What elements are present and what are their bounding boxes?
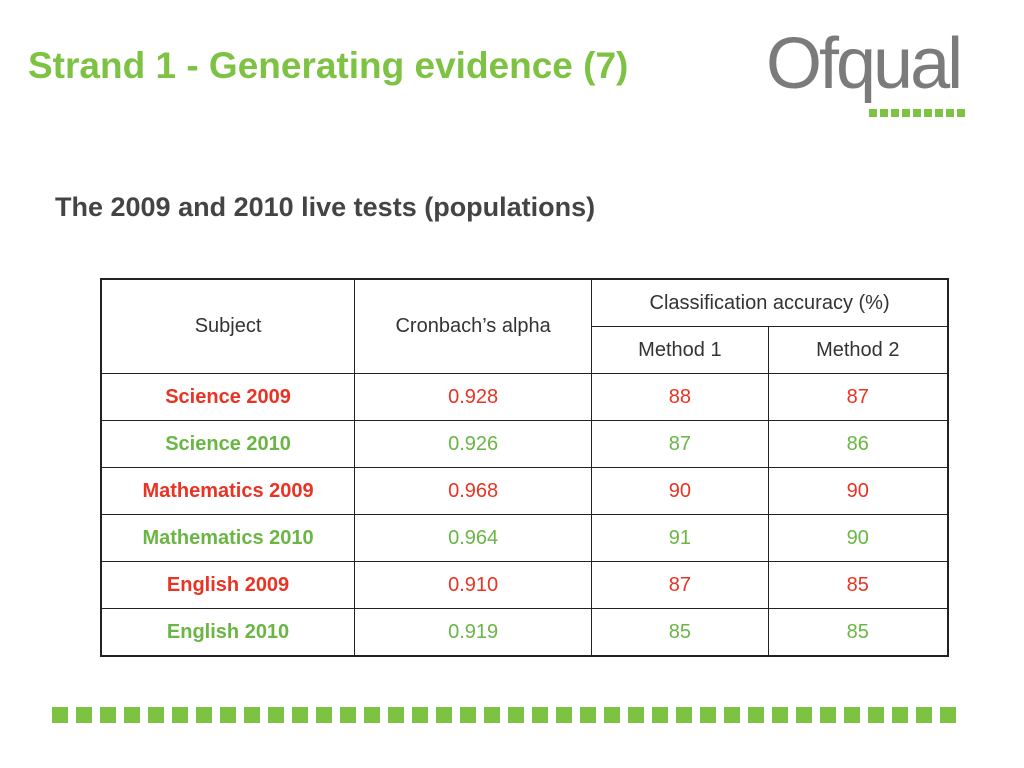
logo-dotted-underline	[869, 109, 965, 117]
footer-square	[580, 707, 596, 723]
subject-cell: Science 2010	[100, 420, 356, 468]
subject-cell: Mathematics 2010	[100, 514, 356, 562]
footer-square	[388, 707, 404, 723]
reliability-table: Subject Cronbach’s alpha Classification …	[100, 278, 949, 657]
decorative-dotted-footer	[52, 707, 956, 723]
footer-square	[76, 707, 92, 723]
method-2-cell: 87	[767, 373, 949, 421]
slide-title: Strand 1 - Generating evidence (7)	[28, 45, 629, 86]
subject-cell: English 2010	[100, 608, 356, 657]
table-row: English 2010 0.919 85 85	[100, 608, 949, 657]
method-2-cell: 90	[767, 467, 949, 515]
method-2-cell: 86	[767, 420, 949, 468]
footer-square	[436, 707, 452, 723]
method-1-cell: 91	[591, 514, 769, 562]
subject-cell: Science 2009	[100, 373, 356, 421]
method-2-cell: 90	[767, 514, 949, 562]
table-row: Mathematics 2009 0.968 90 90	[100, 467, 949, 515]
footer-square	[556, 707, 572, 723]
method-1-cell: 88	[591, 373, 769, 421]
footer-square	[364, 707, 380, 723]
header-method-1: Method 1	[591, 326, 769, 374]
method-2-cell: 85	[767, 561, 949, 609]
footer-square	[508, 707, 524, 723]
footer-square	[100, 707, 116, 723]
subject-cell: English 2009	[100, 561, 356, 609]
method-2-cell: 85	[767, 608, 949, 657]
footer-square	[268, 707, 284, 723]
logo-wordmark: Ofqual	[766, 24, 963, 104]
footer-square	[796, 707, 812, 723]
table-subheader-row: Method 1 Method 2	[101, 326, 949, 374]
footer-square	[172, 707, 188, 723]
footer-square	[604, 707, 620, 723]
method-1-cell: 87	[591, 420, 769, 468]
footer-square	[532, 707, 548, 723]
footer-square	[412, 707, 428, 723]
method-1-cell: 90	[591, 467, 769, 515]
footer-square	[772, 707, 788, 723]
footer-square	[460, 707, 476, 723]
header-method-2: Method 2	[767, 326, 949, 374]
footer-square	[628, 707, 644, 723]
footer-square	[316, 707, 332, 723]
header-subject: Subject	[100, 278, 356, 374]
table-row: English 2009 0.910 87 85	[100, 561, 949, 609]
footer-square	[940, 707, 956, 723]
footer-square	[484, 707, 500, 723]
alpha-cell: 0.926	[354, 420, 593, 468]
header-cronbach-alpha: Cronbach’s alpha	[354, 278, 593, 374]
footer-square	[724, 707, 740, 723]
footer-square	[196, 707, 212, 723]
footer-square	[868, 707, 884, 723]
subject-cell: Mathematics 2009	[100, 467, 356, 515]
footer-square	[244, 707, 260, 723]
alpha-cell: 0.919	[354, 608, 593, 657]
alpha-cell: 0.928	[354, 373, 593, 421]
footer-square	[820, 707, 836, 723]
footer-square	[220, 707, 236, 723]
table-row: Science 2010 0.926 87 86	[100, 420, 949, 468]
footer-square	[148, 707, 164, 723]
ofqual-logo: Ofqual	[766, 28, 974, 122]
footer-square	[124, 707, 140, 723]
header-classification-accuracy: Classification accuracy (%)	[591, 278, 949, 327]
method-1-cell: 87	[591, 561, 769, 609]
slide-subtitle: The 2009 and 2010 live tests (population…	[55, 192, 596, 222]
alpha-cell: 0.964	[354, 514, 593, 562]
footer-square	[748, 707, 764, 723]
footer-square	[52, 707, 68, 723]
table-header-row: Subject Cronbach’s alpha Classification …	[100, 278, 949, 374]
footer-square	[916, 707, 932, 723]
footer-square	[700, 707, 716, 723]
footer-square	[652, 707, 668, 723]
footer-square	[844, 707, 860, 723]
table-row: Mathematics 2010 0.964 91 90	[100, 514, 949, 562]
footer-square	[292, 707, 308, 723]
alpha-cell: 0.968	[354, 467, 593, 515]
alpha-cell: 0.910	[354, 561, 593, 609]
table-row: Science 2009 0.928 88 87	[100, 373, 949, 421]
footer-square	[676, 707, 692, 723]
footer-square	[340, 707, 356, 723]
method-1-cell: 85	[591, 608, 769, 657]
footer-square	[892, 707, 908, 723]
